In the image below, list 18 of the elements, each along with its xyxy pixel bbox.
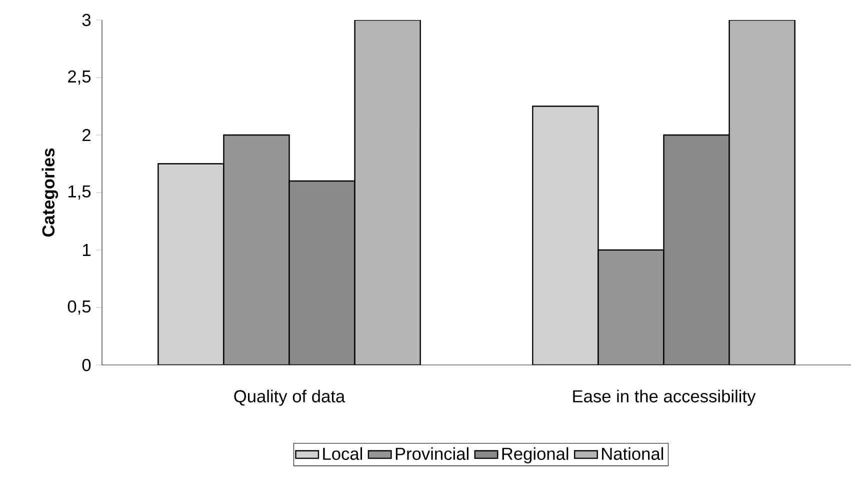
y-tick-label: 3 bbox=[82, 14, 91, 26]
legend-label: National bbox=[602, 447, 664, 460]
y-tick-label: 1,5 bbox=[68, 185, 91, 200]
bar bbox=[354, 20, 421, 365]
bar bbox=[532, 106, 599, 365]
y-tick-label: 0 bbox=[82, 358, 91, 372]
legend-label: Provincial bbox=[396, 447, 468, 460]
x-tick-label: Quality of data bbox=[234, 390, 346, 406]
y-tick-label: 1 bbox=[82, 244, 90, 256]
y-tick-label: 0,5 bbox=[68, 300, 91, 315]
legend-label: Local bbox=[323, 447, 362, 460]
y-tick-label: 2,5 bbox=[68, 70, 91, 85]
y-tick-label: 2 bbox=[82, 128, 90, 142]
y-axis-title: Categories bbox=[42, 148, 58, 237]
bar bbox=[728, 20, 796, 365]
x-tick-label: Ease in the accessibility bbox=[573, 390, 756, 406]
legend-label: Regional bbox=[502, 447, 568, 464]
bar bbox=[158, 163, 224, 365]
